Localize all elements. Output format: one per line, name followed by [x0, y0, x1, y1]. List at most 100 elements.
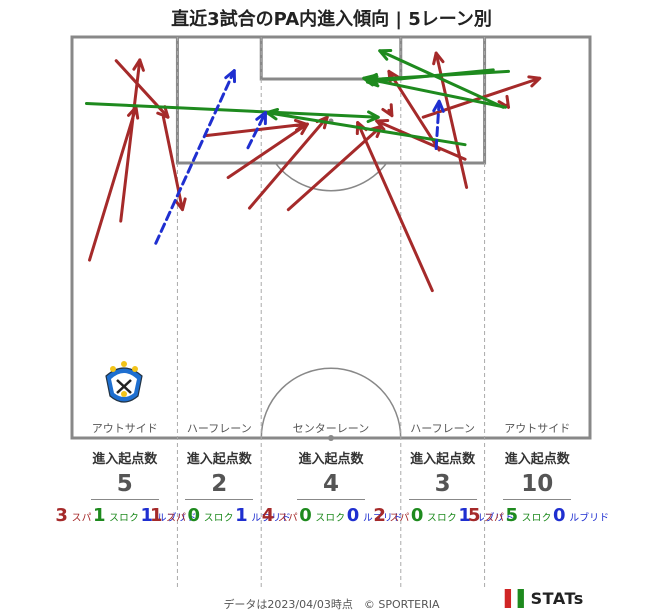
stat-total: 5 — [116, 471, 133, 497]
stat-cross-label: クロス — [424, 512, 456, 522]
stat-dribble: 0 ドリブル — [553, 505, 608, 526]
stat-title: 進入起点数 — [298, 452, 364, 467]
stat-total: 2 — [211, 471, 228, 497]
arrow-head — [381, 103, 394, 118]
stat-cross-label: クロス — [201, 512, 233, 522]
stat-cross: 0 クロス — [411, 506, 456, 526]
arrow-dribble — [246, 111, 267, 150]
arrow-dribble — [432, 99, 445, 151]
stat-cross-label: クロス — [519, 512, 551, 522]
arrow-head — [527, 75, 542, 88]
stat-pass: 4 パス — [261, 505, 297, 526]
arrow-shaft — [119, 58, 142, 223]
arrow-shaft — [84, 101, 380, 119]
stat-dribble-count: 0 — [346, 505, 360, 526]
stat-breakdown: 4 パス 0 クロス 0 ドリブル — [261, 505, 402, 526]
stat-cross-count: 0 — [299, 505, 312, 526]
stat-divider — [503, 499, 572, 500]
arrow-pass — [375, 119, 467, 161]
stat-cross-count: 5 — [505, 505, 519, 526]
lane-label: センターレーン — [293, 422, 369, 435]
arrow-pass — [119, 58, 145, 223]
stat-pass-count: 1 — [150, 505, 163, 526]
goal-area — [259, 37, 403, 81]
arrow-shaft — [362, 76, 507, 109]
stat-cross-count: 0 — [187, 505, 201, 526]
arrow-head — [174, 197, 187, 212]
arrow-head — [366, 74, 380, 88]
stat-cross: 0 クロス — [299, 505, 344, 526]
lane-label: アウトサイド — [504, 422, 570, 435]
stat-total: 4 — [322, 471, 339, 497]
arrow-cross — [366, 68, 495, 88]
stat-total: 3 — [434, 471, 451, 497]
stat-pass-count: 5 — [467, 505, 481, 526]
arrow-head — [265, 107, 280, 121]
lane-label: アウトサイド — [92, 422, 158, 435]
stat-cross-label: クロス — [312, 512, 344, 522]
stat-pass-count: 3 — [55, 505, 68, 526]
stats-logo: ▌▌STATs — [505, 589, 584, 608]
arrow-shaft — [286, 124, 383, 212]
stat-pass-count: 4 — [261, 505, 275, 526]
stat-cross: 1 クロス — [93, 506, 138, 526]
arrow-head — [293, 118, 308, 132]
arrow-pass — [497, 94, 510, 109]
stat-pass-count: 2 — [373, 505, 386, 526]
stat-divider — [408, 499, 477, 500]
lane-stats-3: 進入起点数 4 4 パス 0 クロス 0 ドリブル — [261, 448, 402, 526]
center-spot — [328, 435, 334, 441]
stat-total: 10 — [521, 471, 554, 497]
stat-breakdown: 2 パス 0 クロス 1 ドリブル — [373, 506, 513, 526]
stat-dribble-count: 0 — [553, 505, 566, 526]
arrow-shaft — [226, 122, 309, 180]
stat-pass: 3 パス — [55, 505, 90, 526]
arrow-head — [255, 111, 267, 126]
stat-pass-label: パス — [481, 512, 503, 522]
stat-pass: 1 パス — [150, 505, 185, 526]
lane-stats-5: 進入起点数 10 5 パス 5 クロス 0 ドリブル — [468, 448, 608, 526]
arrow-head — [432, 99, 445, 113]
stat-cross: 5 クロス — [505, 505, 551, 526]
arrow-dribble — [154, 69, 237, 245]
arrow-head — [224, 69, 237, 84]
arrow-pass — [286, 124, 383, 212]
stat-cross: 0 クロス — [187, 505, 233, 526]
stat-dribble-label: ドリブル — [154, 512, 196, 522]
arrow-shaft — [434, 99, 441, 151]
stat-divider — [90, 499, 159, 500]
arrow-shaft — [246, 111, 267, 150]
arrow-head — [132, 58, 145, 72]
lane-stats-1: 進入起点数 5 3 パス 1 クロス 1 ドリブル — [55, 448, 195, 526]
arrow-head — [497, 94, 510, 109]
stat-cross-label: クロス — [106, 512, 138, 522]
stat-dribble-count: 1 — [458, 505, 471, 526]
stat-dribble: 0 ドリブル — [346, 505, 402, 526]
arrow-shaft — [375, 119, 467, 161]
stat-breakdown: 1 パス 0 クロス 1 ドリブル — [150, 505, 290, 526]
arrow-shaft — [366, 68, 495, 84]
stat-divider — [185, 499, 254, 500]
stat-breakdown: 5 パス 5 クロス 0 ドリブル — [468, 505, 608, 526]
arrow-head — [375, 119, 390, 131]
stat-title: 進入起点数 — [186, 452, 252, 467]
lane-label: ハーフレーン — [187, 422, 252, 435]
lane-stats-2: 進入起点数 2 1 パス 0 クロス 1 ドリブル — [150, 448, 290, 526]
stat-dribble: 1 ドリブル — [458, 505, 513, 526]
stat-pass-label: パス — [275, 512, 297, 522]
arrow-head — [156, 105, 170, 119]
arrow-cross — [378, 49, 505, 109]
stat-dribble: 1 ドリブル — [140, 505, 196, 526]
stat-title: 進入起点数 — [410, 452, 476, 467]
arrow-shaft — [356, 121, 434, 293]
arrow-pass — [355, 121, 434, 293]
stat-breakdown: 3 パス 1 クロス 1 ドリブル — [55, 506, 195, 526]
arrow-pass — [381, 103, 394, 118]
stat-dribble-count: 1 — [140, 505, 154, 526]
arrow-shaft — [247, 115, 329, 210]
arrow-shaft — [378, 49, 505, 109]
chart-title: 直近3試合のPA内進入傾向 | 5レーン別 — [171, 9, 492, 30]
stat-divider — [296, 499, 365, 500]
arrow-cross — [265, 107, 467, 147]
entry-arrows — [84, 49, 542, 293]
